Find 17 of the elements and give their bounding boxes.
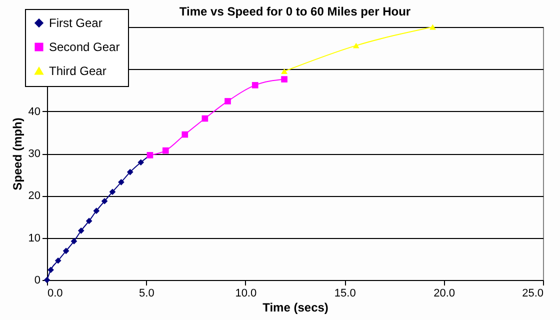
x-tick-label: 15.0 [334, 288, 356, 300]
legend-label: Third Gear [49, 64, 106, 78]
x-tick-label: 20.0 [434, 288, 456, 300]
x-tick-label: 25.0 [522, 288, 544, 300]
x-tick-label: 10.0 [235, 288, 257, 300]
chart-title: Time vs Speed for 0 to 60 Miles per Hour [179, 4, 411, 18]
y-tick-label: 40 [28, 106, 40, 118]
legend-label: Second Gear [49, 40, 120, 54]
y-tick-label: 20 [28, 190, 40, 202]
y-axis-title: Speed (mph) [10, 118, 24, 190]
legend-label: First Gear [49, 16, 102, 30]
y-tick-label: 10 [28, 232, 40, 244]
y-tick-label: 30 [28, 148, 40, 160]
x-tick-label: 0.0 [48, 288, 63, 300]
x-tick-label: 5.0 [139, 288, 154, 300]
x-axis-title: Time (secs) [262, 300, 328, 314]
y-tick-label: 0 [34, 274, 40, 286]
